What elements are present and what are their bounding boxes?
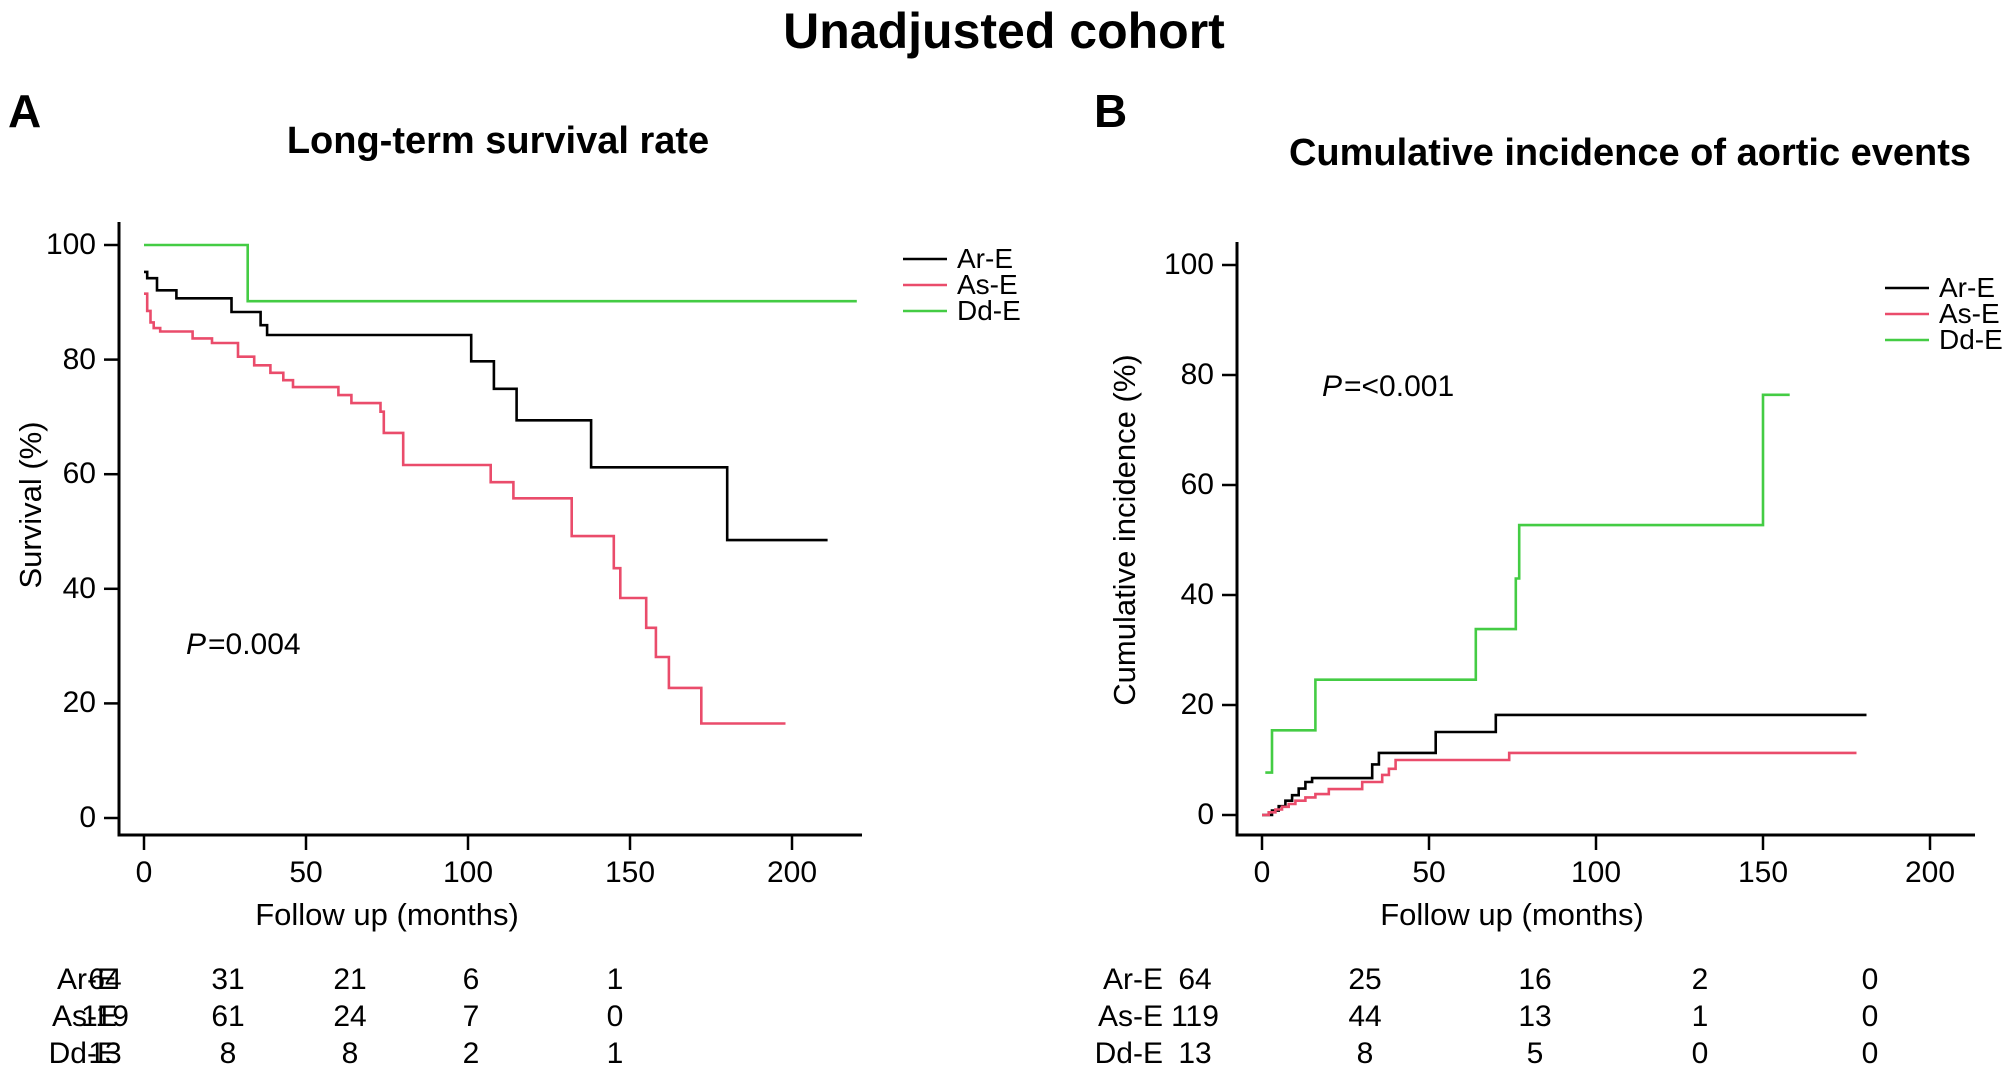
y-tick-label: 100 — [1163, 248, 1214, 281]
risk-count: 119 — [1171, 1000, 1219, 1033]
p-value-text: =<0.001 — [1344, 370, 1455, 403]
x-tick-label: 100 — [442, 856, 494, 889]
x-tick-label: 200 — [1904, 856, 1956, 889]
risk-row-label: As-E — [1097, 1000, 1163, 1033]
dd-e-survival-curve — [1265, 393, 1790, 774]
y-tick-label: 40 — [1180, 578, 1214, 611]
risk-row-label: Ar-E — [1103, 963, 1163, 996]
risk-count: 24 — [333, 1000, 367, 1033]
x-tick-label: 0 — [135, 856, 153, 889]
y-tick-label: 80 — [1180, 358, 1214, 391]
risk-count: 7 — [462, 1000, 480, 1033]
legend-label-ar-e: Ar-E — [957, 243, 1013, 274]
as-e-survival-curve — [144, 292, 786, 725]
legend-label-as-e: As-E — [957, 269, 1018, 300]
risk-count: 0 — [1861, 1000, 1879, 1033]
risk-count: 5 — [1526, 1037, 1544, 1068]
p-symbol: P — [1322, 370, 1343, 403]
x-tick-label: 150 — [604, 856, 656, 889]
risk-count: 1 — [1691, 1000, 1709, 1033]
legend-label-dd-e: Dd-E — [1939, 324, 2003, 355]
panel-b-p-value: P=<0.001 — [1322, 370, 1454, 404]
ar-e-survival-curve — [1262, 713, 1867, 817]
risk-count: 44 — [1348, 1000, 1382, 1033]
risk-count: 0 — [1691, 1037, 1709, 1068]
risk-count: 2 — [1691, 963, 1709, 996]
risk-count: 31 — [211, 963, 245, 996]
risk-row-label: As-E — [51, 1000, 117, 1033]
ar-e-survival-curve — [144, 270, 828, 542]
panel-a-title: Long-term survival rate — [286, 120, 710, 162]
risk-count: 61 — [211, 1000, 245, 1033]
as-e-survival-curve — [1262, 751, 1857, 817]
panel-a-p-value: P=0.004 — [186, 628, 301, 662]
y-tick-label: 80 — [62, 342, 96, 376]
risk-count: 13 — [88, 1037, 122, 1068]
risk-count: 8 — [1356, 1037, 1374, 1068]
legend-label-as-e: As-E — [1939, 298, 2000, 329]
x-tick-label: 50 — [289, 856, 323, 889]
x-tick-label: 100 — [1570, 856, 1622, 889]
risk-count: 2 — [462, 1037, 480, 1068]
risk-row-label: Dd-E — [48, 1037, 117, 1068]
x-tick-label: 0 — [1253, 856, 1271, 889]
dd-e-survival-curve — [144, 243, 857, 303]
x-tick-label: 200 — [766, 856, 818, 889]
legend-label-dd-e: Dd-E — [957, 295, 1021, 326]
risk-count: 64 — [88, 963, 122, 996]
risk-count: 8 — [219, 1037, 237, 1068]
risk-count: 119 — [81, 1000, 129, 1033]
risk-row-label: Ar-E — [57, 963, 117, 996]
panel-a-letter: A — [8, 85, 42, 137]
y-tick-label: 0 — [1197, 798, 1214, 831]
legend-label-ar-e: Ar-E — [1939, 272, 1995, 303]
risk-count: 6 — [462, 963, 480, 996]
y-tick-label: 20 — [62, 686, 96, 720]
risk-count: 0 — [1861, 1037, 1879, 1068]
risk-count: 25 — [1348, 963, 1382, 996]
panel-b-title: Cumulative incidence of aortic events — [1288, 132, 1972, 174]
risk-row-label: Dd-E — [1094, 1037, 1163, 1068]
risk-count: 13 — [1518, 1000, 1552, 1033]
x-tick-label: 150 — [1737, 856, 1789, 889]
risk-count: 1 — [606, 963, 624, 996]
risk-count: 1 — [606, 1037, 624, 1068]
p-value-text: =0.004 — [208, 628, 301, 661]
risk-count: 0 — [606, 1000, 624, 1033]
y-tick-label: 60 — [62, 457, 96, 491]
risk-count: 16 — [1518, 963, 1552, 996]
panel-a-x-axis-label: Follow up (months) — [255, 897, 519, 932]
page-title: Unadjusted cohort — [783, 3, 1225, 59]
panel-b-letter: B — [1094, 85, 1128, 137]
y-tick-label: 40 — [62, 571, 96, 605]
risk-count: 64 — [1178, 963, 1212, 996]
panel-b-y-axis-label: Cumulative incidence (%) — [1107, 354, 1142, 706]
y-tick-label: 60 — [1180, 468, 1214, 501]
risk-count: 8 — [341, 1037, 359, 1068]
x-tick-label: 50 — [1412, 856, 1446, 889]
risk-count: 21 — [333, 963, 367, 996]
y-tick-label: 100 — [45, 228, 96, 261]
panel-b-x-axis-label: Follow up (months) — [1380, 897, 1644, 932]
p-symbol: P — [186, 628, 207, 661]
y-tick-label: 20 — [1180, 688, 1214, 721]
risk-count: 0 — [1861, 963, 1879, 996]
y-tick-label: 0 — [79, 801, 96, 834]
risk-count: 13 — [1178, 1037, 1212, 1068]
